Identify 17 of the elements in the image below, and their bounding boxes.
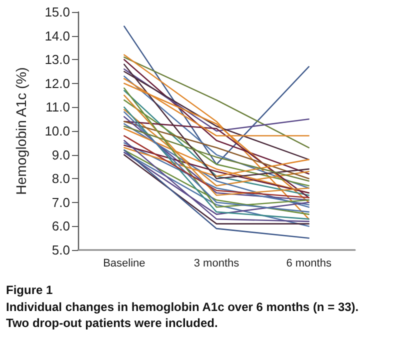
text: Individual changes in hemoglobin A1c over 6 months (n = 33). Two drop-out patients were included.: [6, 300, 362, 330]
y-axis-title: Hemoglobin A1c (%): [13, 67, 29, 195]
caption: Figure 1: [6, 283, 53, 297]
x-tick-label: 3 months: [194, 258, 240, 270]
y-tick-label: 13.0: [44, 52, 70, 68]
y-tick-label: 6.0: [52, 218, 70, 234]
x-tick-label: Baseline: [103, 258, 146, 270]
y-tick-label: 11.0: [46, 100, 70, 115]
y-tick-label: 5.0: [52, 242, 70, 258]
x-tick-label: 6 months: [286, 258, 332, 270]
y-tick-label: 8.0: [52, 171, 70, 186]
y-tick-label: 9.0: [52, 147, 70, 162]
y-tick-label: 12.0: [44, 76, 70, 91]
y-tick-label: 15.0: [44, 4, 70, 20]
y-tick-label: 7.0: [52, 194, 70, 210]
y-tick-label: 14.0: [44, 28, 70, 44]
y-tick-label: 10.0: [44, 124, 70, 138]
